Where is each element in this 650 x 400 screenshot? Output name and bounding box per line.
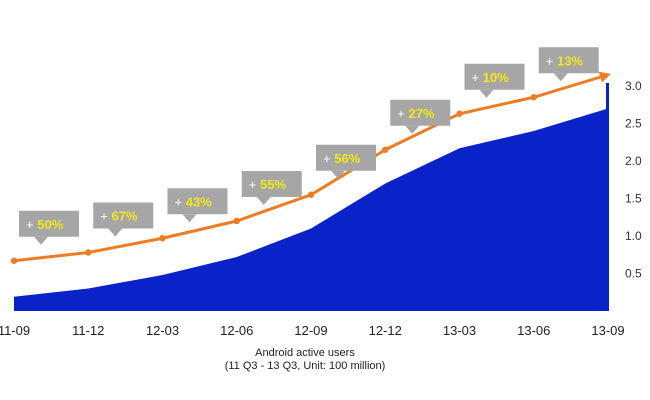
x-tick-label: 12-03 — [146, 323, 179, 338]
area-right-edge — [606, 83, 609, 311]
line-arrow-head — [598, 71, 611, 83]
line-point — [382, 146, 389, 153]
callout-plus-sign: + — [323, 151, 334, 166]
line-point — [233, 217, 240, 225]
callout-plus-sign: + — [472, 70, 483, 85]
callout-pointer — [331, 170, 345, 179]
callout-label: + 56% — [323, 151, 361, 166]
line-point — [10, 257, 18, 264]
y-tick-label: 2.5 — [625, 117, 642, 131]
callout-pointer — [256, 197, 271, 205]
callout-box — [241, 171, 302, 197]
callout-value: 56% — [334, 151, 360, 166]
y-tick-label: 2.0 — [625, 154, 642, 168]
growth-callout: + 13% — [538, 47, 599, 82]
callout-box — [390, 99, 451, 126]
line-point — [159, 235, 166, 242]
callout-value: 43% — [186, 194, 212, 209]
x-tick-label: 13-03 — [443, 323, 476, 338]
callout-plus-sign: + — [249, 177, 260, 192]
callout-pointer — [479, 89, 494, 98]
callout-label: + 13% — [546, 53, 584, 68]
callout-label: + 27% — [397, 106, 435, 121]
callout-value: 50% — [37, 217, 63, 232]
x-tick-label: 11-09 — [0, 323, 30, 338]
callout-plus-sign: + — [26, 217, 37, 232]
callout-plus-sign: + — [397, 106, 408, 121]
x-tick-label: 13-09 — [591, 323, 624, 338]
x-tick-label: 13-06 — [517, 323, 550, 338]
y-axis: 0.5 1.0 1.5 2.0 2.5 3.0 — [625, 79, 642, 281]
x-tick-label: 12-06 — [220, 323, 253, 338]
callout-box — [464, 63, 525, 90]
growth-callout: + 27% — [390, 99, 451, 134]
callout-layer: + 50%+ 67%+ 43%+ 55%+ 56%+ 27%+ 10%+ 13% — [19, 47, 599, 245]
callout-pointer — [108, 228, 123, 237]
callout-value: 67% — [111, 209, 137, 224]
growth-callout: + 10% — [464, 63, 525, 98]
area-series — [14, 108, 608, 311]
growth-callout: + 50% — [19, 210, 79, 245]
callout-box — [167, 188, 228, 215]
line-point — [456, 110, 463, 117]
growth-callout: + 55% — [241, 171, 302, 205]
y-tick-label: 1.0 — [625, 229, 642, 243]
x-tick-label: 12-09 — [294, 323, 327, 338]
growth-callout: + 43% — [167, 188, 228, 223]
callout-label: + 10% — [472, 70, 510, 85]
callout-plus-sign: + — [546, 53, 557, 68]
callout-pointer — [34, 236, 48, 245]
growth-callout: + 67% — [93, 202, 154, 237]
line-point — [530, 94, 537, 101]
x-axis: 11-09 11-12 12-03 12-06 12-09 12-12 13-03 13-06… — [0, 323, 625, 338]
callout-box — [538, 47, 599, 74]
y-tick-label: 1.5 — [625, 192, 642, 206]
callout-label: + 55% — [249, 177, 287, 192]
y-tick-label: 0.5 — [625, 267, 642, 281]
x-tick-label: 11-12 — [72, 323, 104, 338]
area-layer — [14, 83, 609, 311]
callout-box — [19, 210, 79, 237]
callout-box — [316, 144, 376, 171]
y-tick-label: 3.0 — [625, 79, 642, 93]
callout-label: + 67% — [100, 209, 138, 224]
x-tick-label: 12-12 — [369, 323, 402, 338]
growth-callout: + 56% — [316, 144, 376, 179]
callout-label: + 50% — [26, 217, 64, 232]
x-axis-note: (11 Q3 - 13 Q3, Unit: 100 million) — [224, 360, 386, 372]
x-axis-label: Android active users — [255, 347, 355, 359]
callout-pointer — [405, 125, 420, 134]
callout-value: 27% — [408, 106, 434, 121]
callout-pointer — [553, 73, 568, 82]
callout-box — [93, 202, 154, 229]
callout-plus-sign: + — [100, 209, 111, 224]
line-point — [85, 249, 92, 256]
line-point — [307, 191, 315, 198]
callout-value: 13% — [557, 53, 583, 68]
callout-value: 55% — [260, 177, 286, 192]
callout-pointer — [182, 214, 197, 223]
line-layer — [10, 71, 611, 264]
callout-value: 10% — [483, 70, 509, 85]
callout-plus-sign: + — [175, 194, 186, 209]
callout-label: + 43% — [175, 194, 213, 209]
